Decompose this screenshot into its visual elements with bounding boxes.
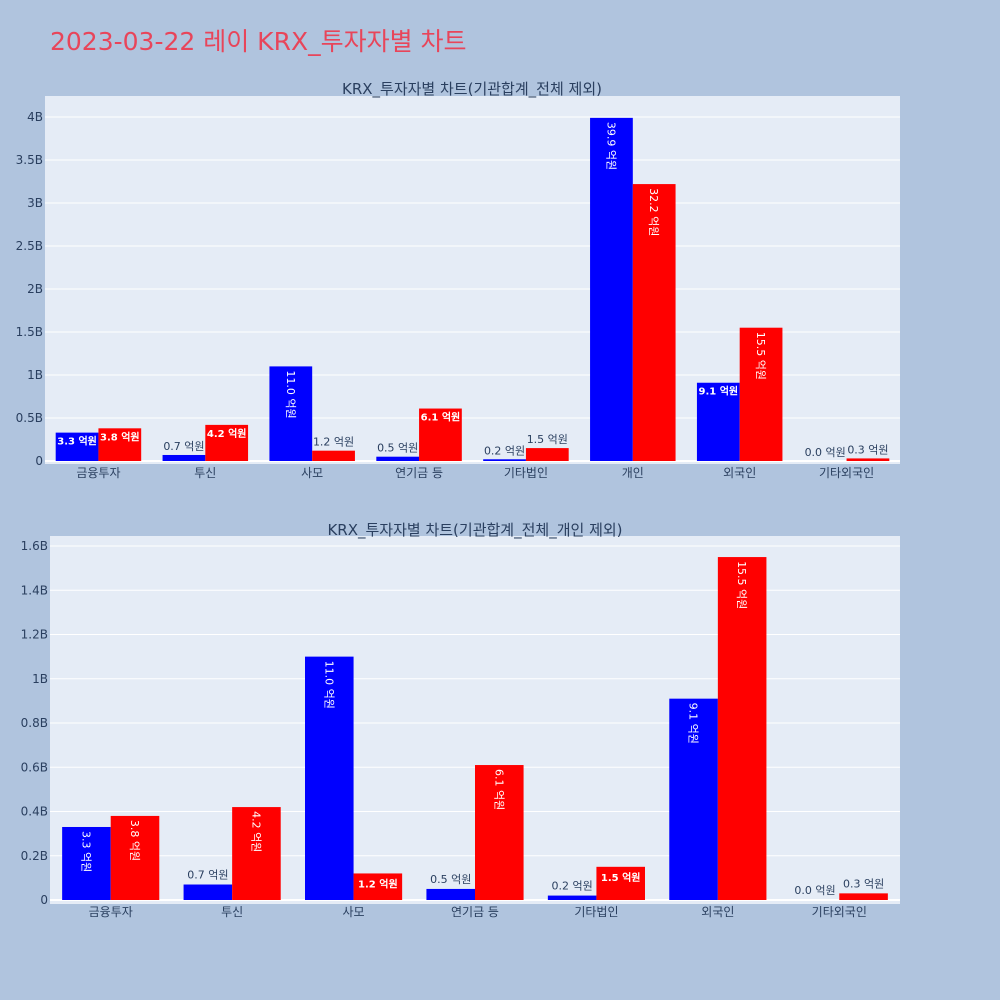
y-tick-label: 0 (40, 893, 48, 907)
y-tick-label: 1.6B (21, 539, 48, 553)
bar-red (632, 184, 676, 461)
y-tick-label: 1.5B (16, 325, 43, 339)
bar-red (98, 428, 142, 461)
x-tick-label: 사모 (301, 466, 323, 480)
data-label: 15.5 억원 (735, 561, 748, 609)
data-label: 15.5 억원 (754, 332, 767, 380)
bar-blue (183, 884, 233, 900)
page-title: 2023-03-22 레이 KRX_투자자별 차트 (50, 27, 467, 56)
bar-blue (590, 117, 633, 462)
y-tick-label: 1.2B (21, 628, 48, 642)
chart-top-title: KRX_투자자별 차트(기관합계_전체 제외) (342, 80, 602, 99)
data-label: 3.3 억원 (79, 831, 92, 872)
data-label: 6.1 억원 (421, 411, 461, 424)
data-label: 4.2 억원 (207, 427, 247, 440)
x-tick-label: 금융투자 (89, 905, 133, 919)
bar-red (312, 450, 355, 461)
chart-bottom: KRX_투자자별 차트(기관합계_전체_개인 제외) 0 0.2B 0.4B 0.6B… (21, 521, 900, 919)
bar-blue (55, 432, 99, 461)
x-tick-label: 기타법인 (504, 466, 548, 480)
bar-red (205, 424, 249, 461)
bar-red (475, 765, 524, 900)
bar-blue (162, 454, 206, 461)
data-label: 3.8 억원 (100, 430, 140, 443)
y-tick-label: 1.4B (21, 583, 48, 597)
data-label: 0.2 억원 (552, 880, 593, 893)
data-label: 0.5 억원 (377, 442, 418, 455)
data-label: 3.3 억원 (57, 435, 97, 448)
data-label: 39.9 억원 (604, 122, 617, 170)
bar-blue (305, 656, 354, 900)
y-tick-label: 0.6B (21, 760, 48, 774)
chart-bottom-marks: 0 0.2B 0.4B 0.6B 0.8B 1B 1.2B 1.4B 1.6B 금융투자 3.3 억… (21, 539, 900, 919)
x-tick-label: 외국인 (701, 905, 734, 919)
data-label: 1.2 억원 (358, 877, 398, 890)
data-label: 1.5 억원 (601, 871, 641, 884)
x-tick-label: 기타외국인 (812, 905, 867, 919)
bar-blue (483, 459, 526, 461)
bar-red (353, 873, 403, 900)
bar-blue (376, 456, 420, 461)
bar-red (232, 807, 281, 900)
bar-blue (696, 382, 740, 461)
x-tick-label: 기타외국인 (819, 466, 874, 480)
data-label: 0.5 억원 (430, 873, 471, 886)
bar-red (525, 448, 569, 461)
data-label: 1.5 억원 (527, 433, 568, 446)
data-label: 11.0 억원 (322, 661, 335, 709)
chart-bottom-title: KRX_투자자별 차트(기관합계_전체_개인 제외) (327, 521, 622, 540)
data-label: 9.1 억원 (699, 385, 739, 398)
y-tick-label: 2B (27, 282, 43, 296)
data-label: 11.0 억원 (284, 370, 297, 418)
chart-top: KRX_투자자별 차트(기관합계_전체 제외) 0 0.5B 1B 1.5B 2B 2.5… (16, 80, 900, 480)
x-tick-label: 연기금 등 (395, 466, 443, 480)
chart-top-marks: 0 0.5B 1B 1.5B 2B 2.5B 3B 3.5B 4B 금융투자 3.3 억원 3.8 억… (16, 110, 900, 480)
bar-blue (62, 826, 111, 900)
data-label: 3.8 억원 (128, 820, 141, 861)
bar-red (846, 458, 890, 461)
bar-blue (547, 895, 597, 900)
x-tick-label: 외국인 (723, 466, 756, 480)
data-label: 0.7 억원 (187, 869, 228, 882)
data-label: 0.0 억원 (805, 446, 846, 459)
bar-red (419, 408, 462, 461)
data-label: 32.2 억원 (647, 188, 660, 236)
x-tick-label: 투신 (221, 905, 243, 919)
y-tick-label: 1B (32, 672, 48, 686)
bar-red (596, 866, 645, 900)
y-tick-label: 3B (27, 196, 43, 210)
y-tick-label: 1B (27, 368, 43, 382)
x-tick-label: 사모 (343, 905, 365, 919)
y-tick-label: 0 (35, 454, 43, 468)
x-tick-label: 투신 (194, 466, 216, 480)
x-tick-label: 개인 (622, 466, 644, 480)
y-tick-label: 0.2B (21, 849, 48, 863)
x-tick-label: 금융투자 (76, 466, 120, 480)
data-label: 1.2 억원 (313, 436, 354, 449)
x-tick-label: 기타법인 (574, 905, 618, 919)
data-label: 6.1 억원 (492, 769, 505, 810)
y-tick-label: 0.8B (21, 716, 48, 730)
data-label: 4.2 억원 (249, 811, 262, 852)
bar-red (839, 893, 888, 900)
bar-blue (669, 698, 718, 900)
x-tick-label: 연기금 등 (451, 905, 499, 919)
data-label: 9.1 억원 (687, 703, 700, 744)
y-tick-label: 4B (27, 110, 43, 124)
y-tick-label: 3.5B (16, 153, 43, 167)
bar-red (717, 557, 767, 900)
bar-red (739, 327, 783, 461)
data-label: 0.0 억원 (794, 884, 835, 897)
data-label: 0.7 억원 (163, 440, 204, 453)
y-tick-label: 0.5B (16, 411, 43, 425)
data-label: 0.2 억원 (484, 444, 525, 457)
data-label: 0.3 억원 (843, 877, 884, 890)
bar-red (110, 815, 160, 900)
y-tick-label: 2.5B (16, 239, 43, 253)
data-label: 0.3 억원 (847, 443, 888, 456)
y-tick-label: 0.4B (21, 805, 48, 819)
bar-blue (269, 366, 313, 461)
bar-blue (426, 888, 475, 900)
